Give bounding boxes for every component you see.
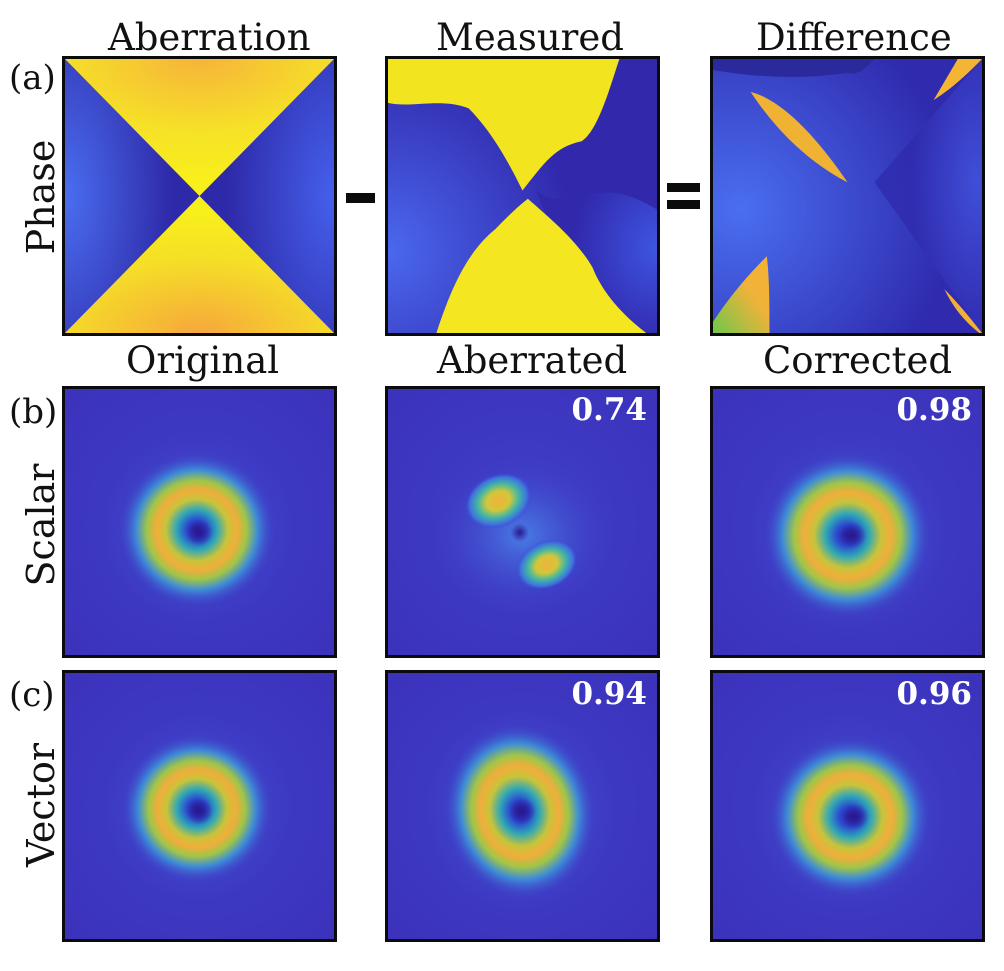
equals-sign-bottom	[667, 200, 700, 209]
col-title-aberrated: Aberrated	[437, 339, 628, 382]
col-title-corrected: Corrected	[763, 339, 953, 382]
row-label-b: (b)	[9, 392, 58, 432]
fidelity-vector-corrected: 0.96	[896, 676, 972, 712]
col-title-difference: Difference	[756, 16, 952, 59]
fidelity-vector-aberrated: 0.94	[571, 676, 647, 712]
phase-measured-panel	[385, 56, 660, 336]
row-side-phase: Phase	[19, 139, 63, 255]
fidelity-scalar-corrected: 0.98	[896, 392, 972, 428]
scalar-aberrated-panel: 0.74	[385, 386, 660, 658]
fidelity-scalar-aberrated: 0.74	[571, 392, 647, 428]
row-side-scalar: Scalar	[19, 463, 63, 587]
scalar-original-panel	[62, 386, 337, 658]
phase-difference-panel	[710, 56, 985, 336]
vector-corrected-panel: 0.96	[710, 670, 985, 942]
col-title-measured: Measured	[436, 16, 624, 59]
scalar-corrected-panel: 0.98	[710, 386, 985, 658]
row-label-c: (c)	[9, 675, 55, 715]
col-title-original: Original	[126, 339, 280, 382]
row-side-vector: Vector	[19, 742, 63, 868]
col-title-aberration: Aberration	[108, 16, 311, 59]
vector-aberrated-panel: 0.94	[385, 670, 660, 942]
row-label-a: (a)	[9, 58, 56, 98]
phase-aberration-panel	[62, 56, 337, 336]
equals-sign-top	[667, 183, 700, 192]
minus-sign	[346, 193, 375, 203]
vector-original-panel	[62, 670, 337, 942]
